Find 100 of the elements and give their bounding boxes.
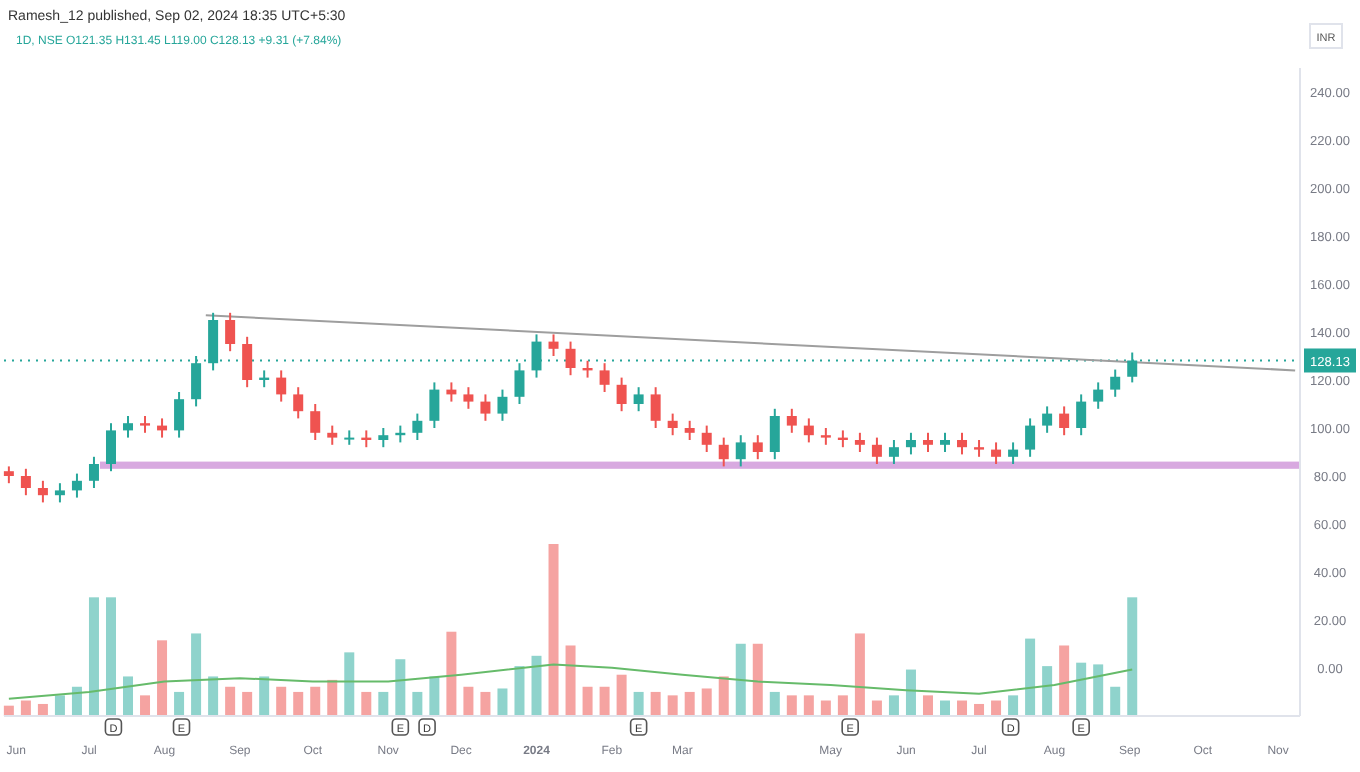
bar (480, 691, 491, 716)
bar (701, 688, 712, 716)
bar (752, 643, 763, 716)
bar (1042, 666, 1053, 716)
candlestick (769, 407, 780, 461)
candlestick (718, 436, 729, 468)
candlestick (225, 311, 236, 353)
candlestick (514, 362, 525, 405)
candlestick (633, 386, 644, 413)
bar (378, 691, 389, 716)
bar (786, 695, 797, 716)
bar (327, 679, 338, 716)
candlestick (1042, 405, 1053, 434)
candlestick (20, 467, 31, 497)
bar (905, 669, 916, 716)
bar (633, 691, 644, 716)
bar (1008, 695, 1019, 716)
candlestick (105, 422, 116, 473)
candlestick (88, 455, 99, 489)
bar (208, 676, 219, 716)
bar (412, 691, 423, 716)
bar (769, 691, 780, 716)
bar (361, 691, 372, 716)
bar (1093, 664, 1104, 716)
bar (957, 700, 968, 716)
bar (1127, 597, 1138, 716)
bar (157, 640, 168, 716)
candlestick (480, 393, 491, 422)
bar (684, 691, 695, 716)
candlestick (803, 417, 814, 444)
bar (531, 655, 542, 716)
candlestick (412, 412, 423, 441)
candlestick (344, 429, 355, 446)
candlestick (922, 431, 933, 453)
candlestick (242, 335, 253, 389)
bar (276, 686, 287, 716)
bar (548, 544, 559, 716)
bar (888, 695, 899, 716)
bar (310, 686, 321, 716)
bar (191, 633, 202, 716)
candlestick (957, 431, 968, 456)
candlestick (429, 381, 440, 429)
bar (837, 695, 848, 716)
bar (20, 700, 31, 716)
candlestick (888, 439, 899, 465)
bar (940, 700, 950, 716)
candlestick (123, 415, 134, 439)
candlestick (1093, 381, 1104, 410)
candlestick (565, 340, 576, 377)
bar (37, 703, 48, 716)
bar (463, 686, 474, 716)
candlestick (531, 333, 542, 379)
candlestick (378, 427, 389, 449)
bar (650, 691, 661, 716)
candlestick (1008, 441, 1019, 465)
bar (88, 597, 99, 716)
bar (54, 695, 65, 716)
candlestick (650, 386, 661, 429)
candlestick (463, 386, 474, 410)
candlestick (684, 419, 695, 441)
candlestick (786, 407, 797, 434)
candlestick (54, 482, 65, 504)
candlestick (1025, 417, 1036, 458)
bar (718, 676, 729, 716)
bar (105, 597, 116, 716)
candlestick (735, 434, 746, 468)
bar (242, 691, 253, 716)
bar (344, 652, 355, 716)
candlestick (701, 424, 712, 453)
bar (259, 676, 270, 716)
candlestick (940, 431, 950, 453)
candlestick (310, 403, 321, 441)
candlestick (991, 441, 1002, 465)
candlestick (174, 391, 185, 439)
candlestick (327, 424, 338, 446)
candlestick (1110, 368, 1121, 398)
candlestick (497, 388, 508, 422)
bar (123, 676, 134, 716)
bar (735, 643, 746, 716)
candlestick (293, 386, 304, 420)
bar (582, 686, 593, 716)
bar (140, 695, 151, 716)
candlestick (871, 436, 882, 465)
candlestick (276, 369, 287, 403)
bar (497, 688, 508, 716)
bar (565, 645, 576, 716)
bar (616, 674, 627, 716)
bar (667, 695, 678, 716)
bar (395, 659, 406, 716)
candlestick (752, 434, 763, 461)
candlestick (905, 431, 916, 456)
candlestick (1076, 393, 1087, 437)
bar (991, 700, 1002, 716)
bar (174, 691, 185, 716)
bar (1059, 645, 1070, 716)
candlestick (599, 362, 610, 393)
candlestick (667, 412, 678, 437)
bar (803, 695, 814, 716)
bar (446, 631, 457, 716)
bar (820, 700, 831, 716)
